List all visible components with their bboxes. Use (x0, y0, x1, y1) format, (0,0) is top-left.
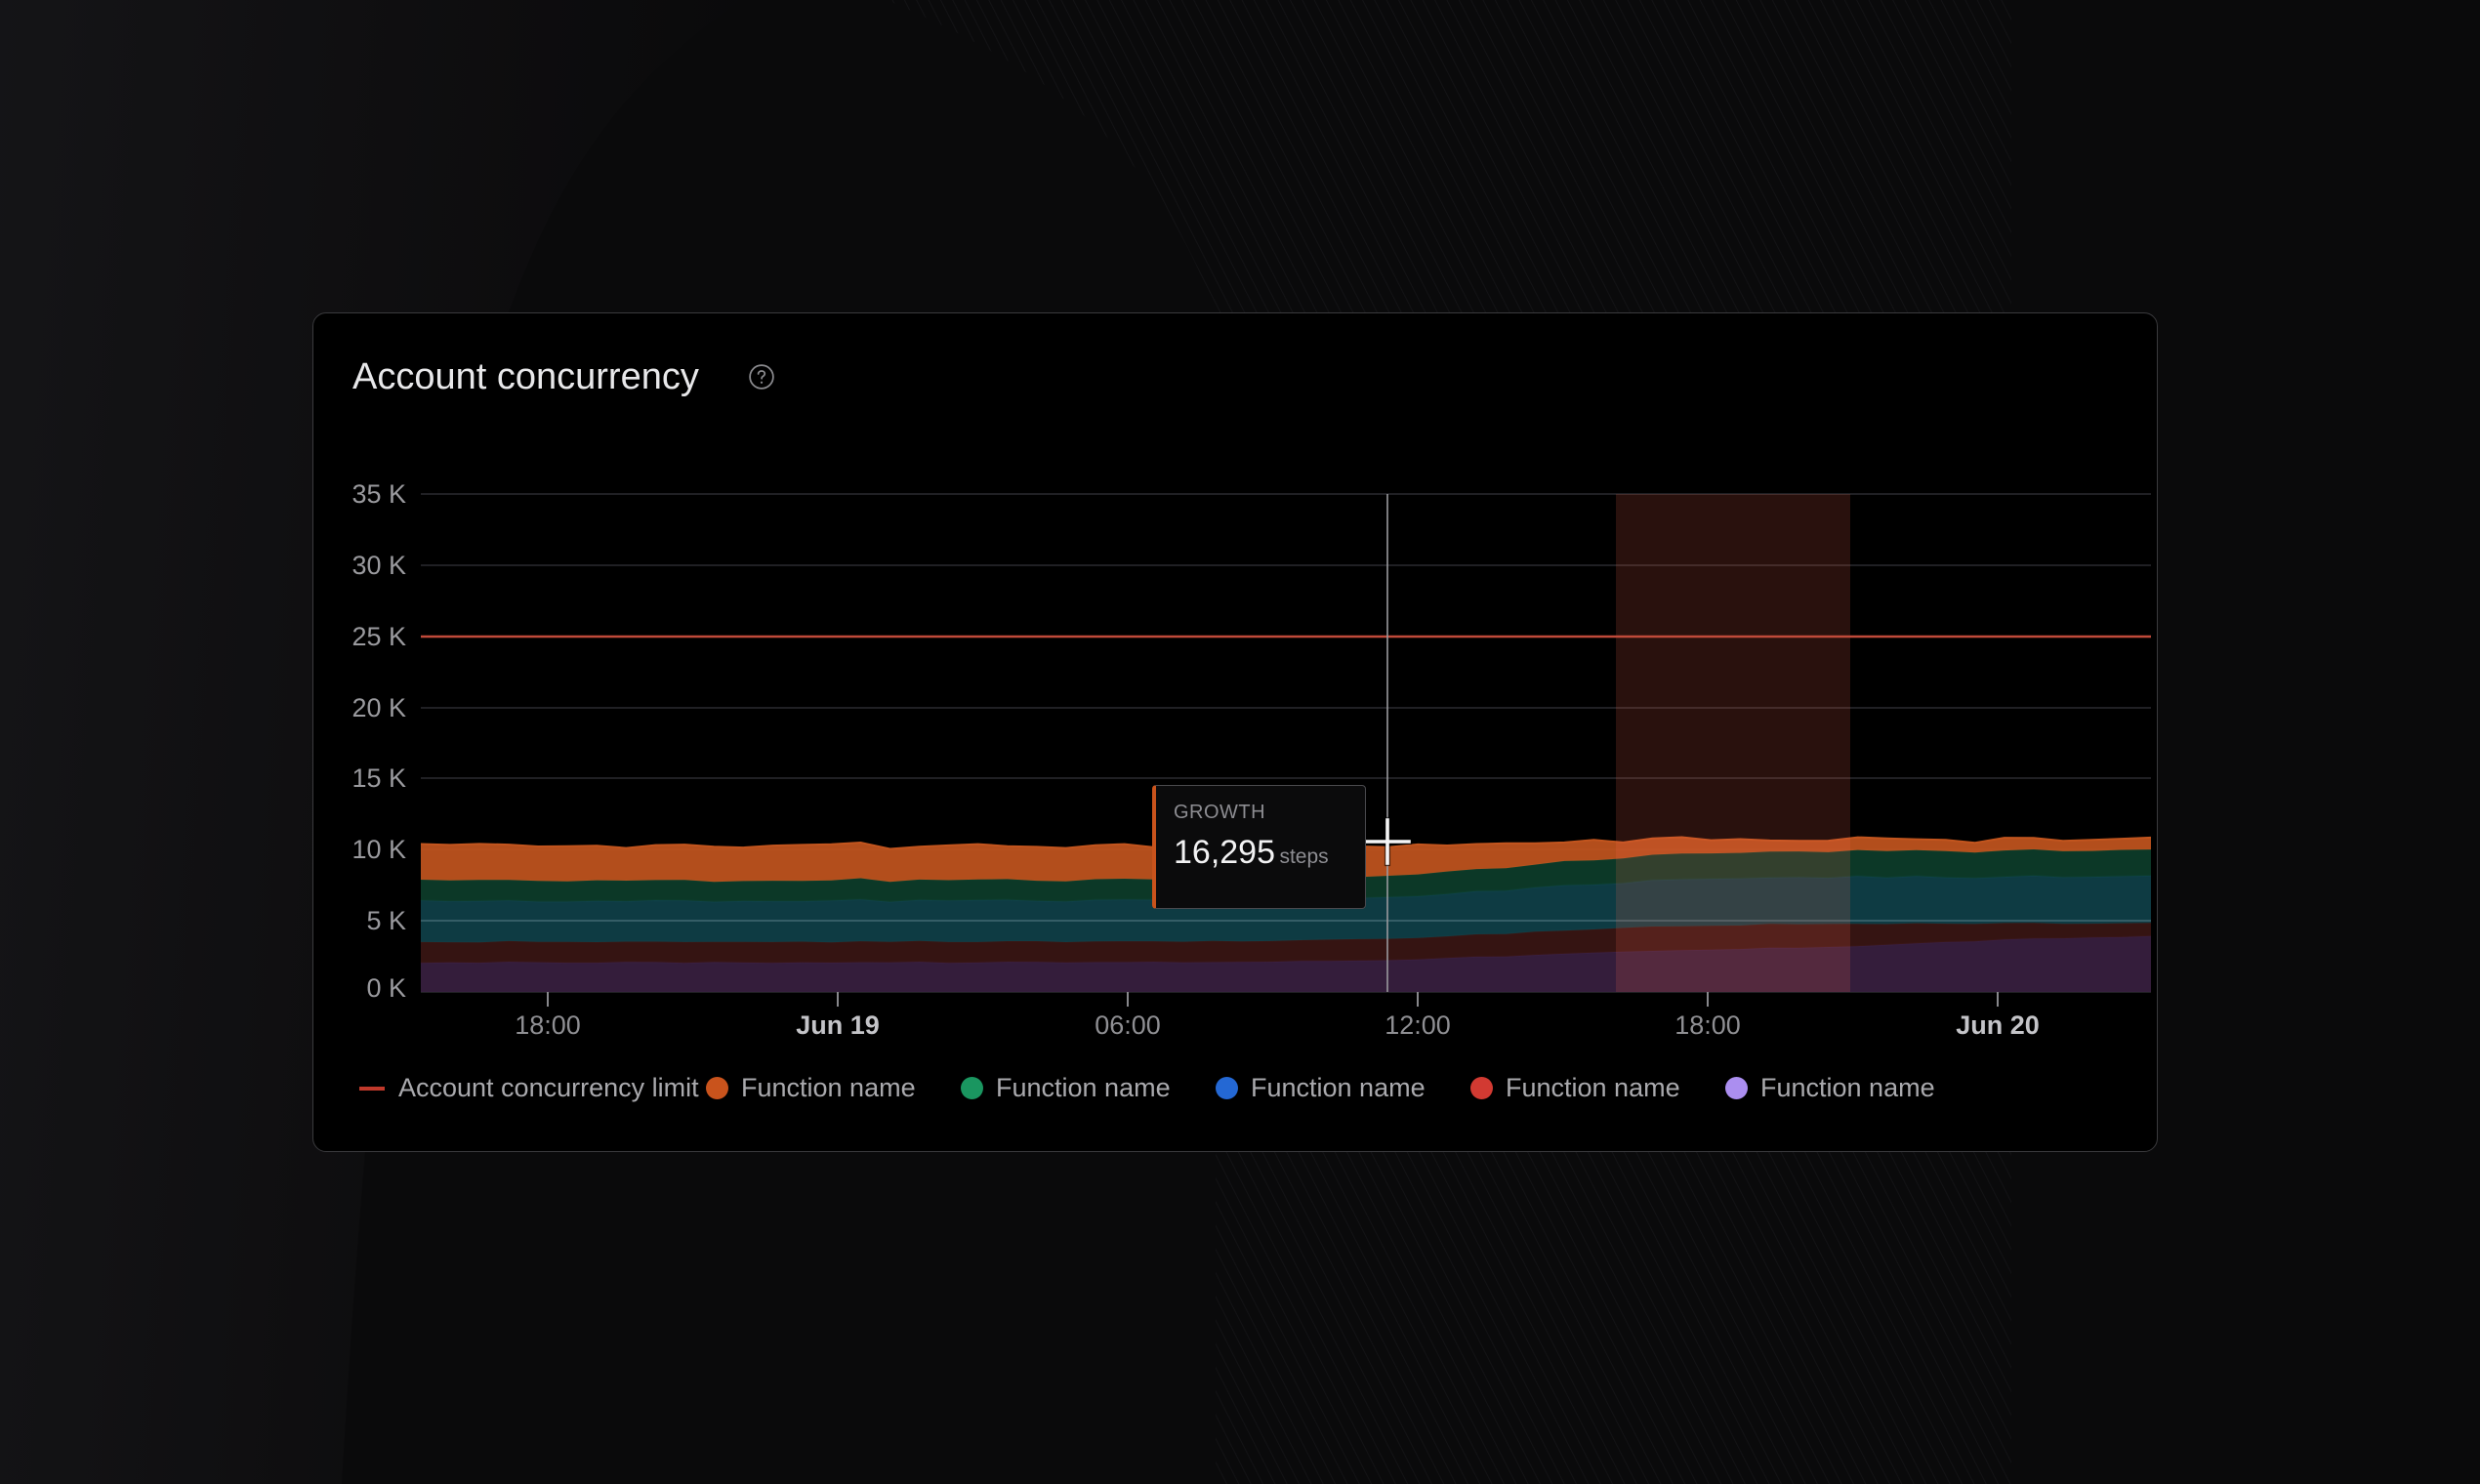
svg-text:10 K: 10 K (351, 835, 406, 864)
svg-text:25 K: 25 K (351, 622, 406, 651)
svg-text:18:00: 18:00 (515, 1010, 581, 1040)
svg-text:06:00: 06:00 (1095, 1010, 1161, 1040)
svg-text:18:00: 18:00 (1674, 1010, 1741, 1040)
svg-text:30 K: 30 K (351, 551, 406, 580)
svg-text:5 K: 5 K (366, 906, 406, 935)
svg-text:15 K: 15 K (351, 763, 406, 793)
svg-text:Jun 20: Jun 20 (1956, 1010, 2040, 1040)
svg-text:20 K: 20 K (351, 693, 406, 722)
svg-text:35 K: 35 K (351, 479, 406, 509)
svg-text:Jun 19: Jun 19 (796, 1010, 880, 1040)
svg-text:0 K: 0 K (366, 973, 406, 1003)
svg-text:12:00: 12:00 (1385, 1010, 1451, 1040)
